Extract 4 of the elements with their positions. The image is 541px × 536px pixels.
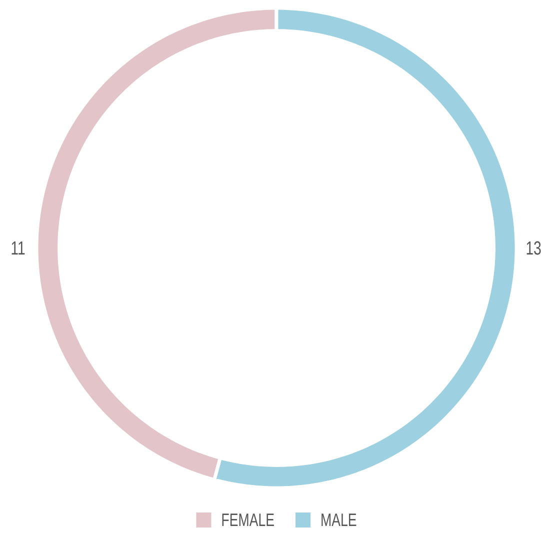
- legend-label: MALE: [322, 514, 356, 526]
- data-label: 13: [526, 241, 541, 255]
- data-label: 11: [12, 241, 25, 255]
- legend-label: FEMALE: [222, 514, 274, 526]
